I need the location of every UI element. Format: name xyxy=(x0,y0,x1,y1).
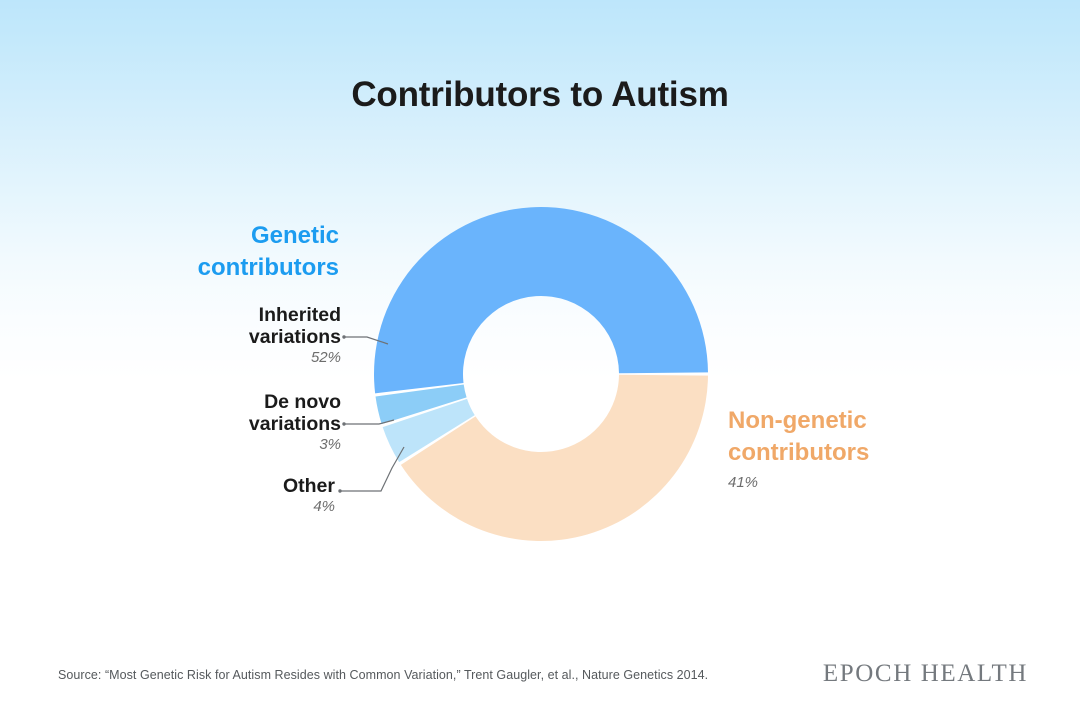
leader-line-denovo xyxy=(344,419,395,425)
leader-line-inherited xyxy=(344,336,389,345)
callout-inherited-label: Inherited variations xyxy=(248,304,341,349)
group-label-nongenetic: Non-genetic contributors 41% xyxy=(728,405,978,491)
donut-slices xyxy=(374,207,708,541)
leader-dot-inherited xyxy=(342,335,346,339)
group-label-nongenetic-pct: 41% xyxy=(728,473,759,491)
callout-denovo-label: De novo variations xyxy=(248,391,341,436)
leader-line-other xyxy=(340,446,405,492)
group-label-genetic-text: Genetic contributors xyxy=(197,222,339,281)
leader-lines xyxy=(338,335,405,493)
donut-slice xyxy=(374,207,708,394)
group-label-genetic: Genetic contributors xyxy=(139,220,339,284)
callout-other: Other 4% xyxy=(140,475,335,515)
callout-other-label: Other xyxy=(282,475,335,497)
donut-slice xyxy=(400,374,708,541)
leader-dot-denovo xyxy=(342,422,346,426)
group-label-nongenetic-text: Non-genetic contributors xyxy=(728,407,870,466)
leader-dot-other xyxy=(338,489,342,493)
callout-denovo-pct: 3% xyxy=(319,436,341,454)
donut-slice xyxy=(382,398,475,463)
callout-de-novo-variations: De novo variations 3% xyxy=(140,391,341,454)
donut-slice xyxy=(375,384,467,425)
callout-other-pct: 4% xyxy=(313,498,335,516)
callout-inherited-pct: 52% xyxy=(310,349,341,367)
brand-logo: EPOCH HEALTH xyxy=(822,660,1028,687)
source-note: Source: “Most Genetic Risk for Autism Re… xyxy=(58,668,709,682)
callout-inherited-variations: Inherited variations 52% xyxy=(140,304,341,367)
page-title: Contributors to Autism xyxy=(351,75,729,114)
